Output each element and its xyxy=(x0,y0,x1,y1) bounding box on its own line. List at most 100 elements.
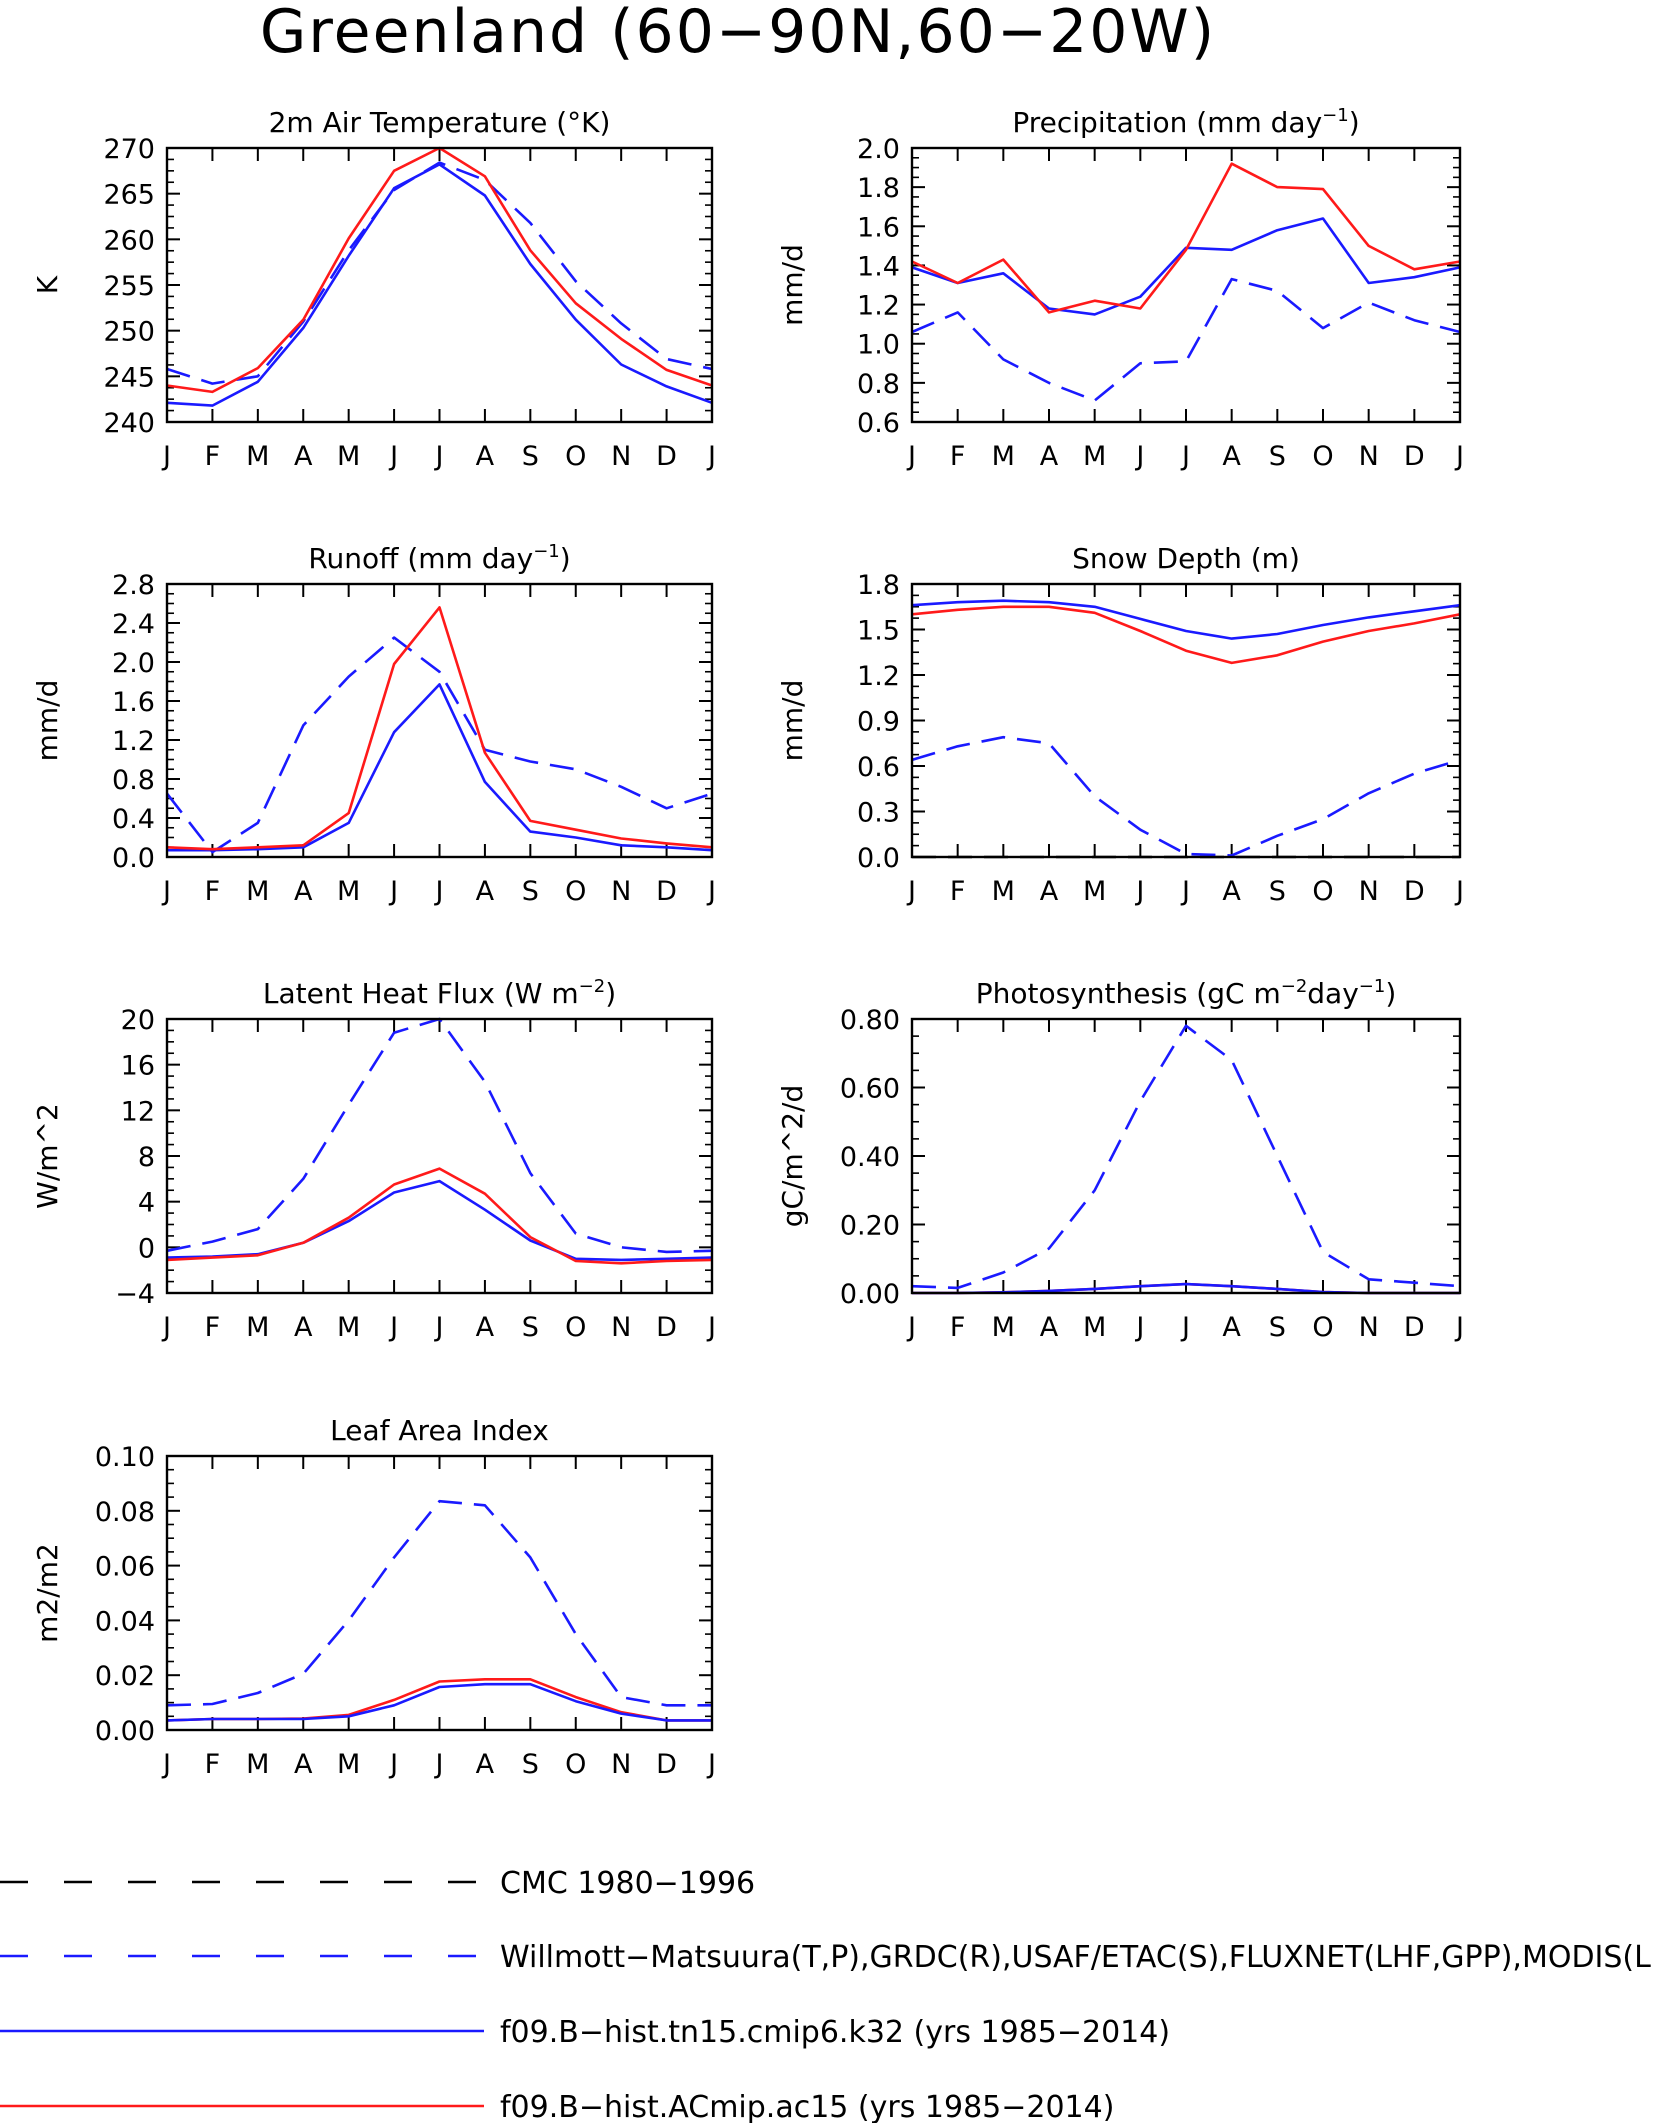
series-line-ac15 xyxy=(166,146,713,394)
legend-item: f09.B−hist.tn15.cmip6.k32 (yrs 1985−2014… xyxy=(0,2015,1170,2050)
chart-title: Photosynthesis (gC m−2day−1) xyxy=(976,976,1397,1010)
x-tick-label: J xyxy=(1180,441,1190,472)
y-tick-label: 1.4 xyxy=(857,251,900,282)
chart-title-text: ) xyxy=(1349,106,1360,139)
legend-label: f09.B−hist.tn15.cmip6.k32 (yrs 1985−2014… xyxy=(500,2015,1170,2050)
chart-panel-4: Snow Depth (m) mm/d 0.0 0.3 0.6 0.9 1.2 1.5 1.8 J… xyxy=(776,542,1464,907)
series-line-k32 xyxy=(911,217,1461,316)
chart-title-text: Runoff (mm day xyxy=(308,542,533,575)
chart-title: Precipitation (mm day−1) xyxy=(1012,105,1359,139)
legend-label: Willmott−Matsuura(T,P),GRDC(R),USAF/ETAC… xyxy=(500,1940,1651,1975)
x-tick-label: J xyxy=(434,441,444,472)
x-tick-label: D xyxy=(656,1312,677,1343)
x-tick-label: M xyxy=(246,1749,269,1780)
x-tick-label: O xyxy=(565,1312,586,1343)
legend-item: Willmott−Matsuura(T,P),GRDC(R),USAF/ETAC… xyxy=(0,1940,1651,1975)
x-tick-label: S xyxy=(522,441,539,472)
y-tick-label: 2.0 xyxy=(857,134,900,165)
chart-title-text: day xyxy=(1307,977,1359,1010)
x-tick-label: F xyxy=(205,441,221,472)
x-tick-label: A xyxy=(1222,1312,1241,1343)
x-tick-label: D xyxy=(1404,876,1425,907)
x-tick-label: A xyxy=(294,876,313,907)
x-tick-label: J xyxy=(388,1749,398,1780)
x-tick-label: M xyxy=(1083,441,1106,472)
y-axis-label: mm/d xyxy=(31,680,64,762)
chart-title-superscript: −1 xyxy=(1359,976,1386,997)
x-tick-label: J xyxy=(1134,1312,1144,1343)
series-line-ac15 xyxy=(166,1167,713,1265)
chart-title-text: Latent Heat Flux (W m xyxy=(263,977,579,1010)
x-tick-label: N xyxy=(1359,1312,1379,1343)
y-tick-label: 0.6 xyxy=(857,408,900,439)
x-tick-label: F xyxy=(205,876,221,907)
y-tick-label: 2.0 xyxy=(112,648,155,679)
x-tick-label: M xyxy=(992,876,1015,907)
chart-title-text: ) xyxy=(1385,977,1396,1010)
x-tick-label: N xyxy=(611,441,631,472)
series-line-ac15 xyxy=(911,605,1461,665)
y-tick-label: 8 xyxy=(138,1142,155,1173)
plot-frame xyxy=(165,146,714,424)
y-tick-label: 2.4 xyxy=(112,609,155,640)
y-tick-label: 0.04 xyxy=(95,1606,155,1637)
y-tick-label: 0.3 xyxy=(857,798,900,829)
x-tick-label: J xyxy=(388,876,398,907)
y-tick-label: 0.00 xyxy=(95,1716,155,1747)
plot-frame xyxy=(910,146,1462,424)
y-axis-label: K xyxy=(31,275,64,294)
legend-label: CMC 1980−1996 xyxy=(500,1866,755,1901)
y-tick-label: 0 xyxy=(138,1233,155,1264)
x-tick-label: J xyxy=(706,1749,716,1780)
chart-title: Latent Heat Flux (W m−2) xyxy=(263,976,616,1010)
series-line-k32 xyxy=(911,599,1461,640)
y-tick-label: 4 xyxy=(138,1188,155,1219)
x-tick-label: O xyxy=(565,1749,586,1780)
y-tick-label: 0.06 xyxy=(95,1552,155,1583)
y-tick-label: 255 xyxy=(103,271,155,302)
chart-title: Runoff (mm day−1) xyxy=(308,541,570,575)
x-tick-label: O xyxy=(565,876,586,907)
x-tick-label: A xyxy=(1040,876,1059,907)
legend-item: CMC 1980−1996 xyxy=(0,1866,755,1901)
x-tick-label: O xyxy=(565,441,586,472)
x-tick-label: A xyxy=(476,1749,495,1780)
x-tick-label: J xyxy=(388,441,398,472)
y-tick-label: 270 xyxy=(103,134,155,165)
x-tick-label: A xyxy=(1222,876,1241,907)
x-tick-label: M xyxy=(337,441,360,472)
y-tick-label: 1.2 xyxy=(112,726,155,757)
y-tick-label: 1.6 xyxy=(857,212,900,243)
chart-panel-5: Latent Heat Flux (W m−2) W/m^2 −4 0 4 8 12 16 20… xyxy=(31,976,716,1343)
x-tick-label: F xyxy=(950,441,966,472)
y-tick-label: 0.10 xyxy=(95,1442,155,1473)
x-tick-label: J xyxy=(1454,1312,1464,1343)
y-axis-label: m2/m2 xyxy=(31,1543,64,1643)
y-axis-label: gC/m^2/d xyxy=(776,1085,809,1228)
x-tick-label: S xyxy=(522,1312,539,1343)
x-tick-label: F xyxy=(950,1312,966,1343)
plot-frame xyxy=(910,1017,1462,1295)
x-tick-label: M xyxy=(337,1749,360,1780)
chart-panel-1: 2m Air Temperature (°K) K 240 245 250 255 260 2… xyxy=(31,106,716,472)
x-tick-label: J xyxy=(434,876,444,907)
x-tick-label: A xyxy=(1040,1312,1059,1343)
y-tick-label: 265 xyxy=(103,180,155,211)
x-tick-label: A xyxy=(1040,441,1059,472)
x-tick-label: F xyxy=(205,1312,221,1343)
series-line-obs xyxy=(166,1499,712,1707)
series-line-k32 xyxy=(167,683,713,852)
x-tick-label: O xyxy=(1312,441,1333,472)
y-tick-label: 0.8 xyxy=(857,369,900,400)
plot-frame xyxy=(910,582,1462,859)
x-tick-label: M xyxy=(246,876,269,907)
x-tick-label: D xyxy=(1404,1312,1425,1343)
x-tick-label: S xyxy=(1269,876,1286,907)
x-tick-label: S xyxy=(1269,441,1286,472)
x-tick-label: J xyxy=(434,1312,444,1343)
y-tick-label: 1.0 xyxy=(857,330,900,361)
x-tick-label: S xyxy=(1269,1312,1286,1343)
y-tick-label: 0.80 xyxy=(840,1005,900,1036)
legend-item: f09.B−hist.ACmip.ac15 (yrs 1985−2014) xyxy=(0,2090,1114,2123)
